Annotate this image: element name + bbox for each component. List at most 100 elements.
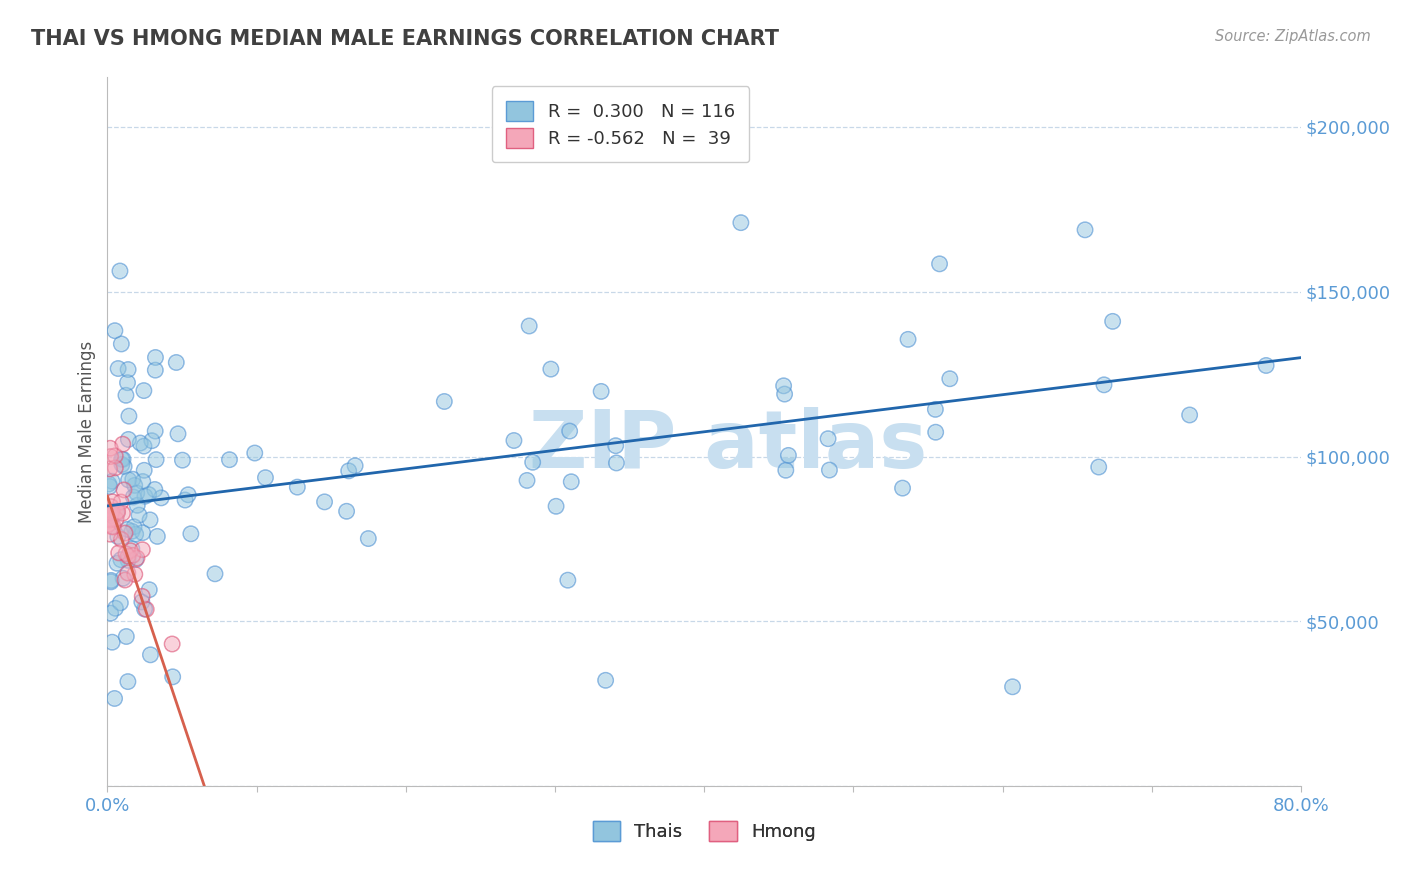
- Point: [337, 464, 360, 478]
- Point: [114, 573, 136, 587]
- Point: [143, 424, 166, 438]
- Point: [336, 504, 359, 518]
- Point: [112, 459, 135, 474]
- Point: [517, 318, 540, 333]
- Point: [107, 529, 129, 543]
- Point: [778, 449, 800, 463]
- Point: [145, 351, 167, 365]
- Point: [540, 362, 562, 376]
- Point: [107, 546, 129, 560]
- Point: [778, 449, 800, 463]
- Point: [560, 475, 582, 489]
- Point: [105, 507, 128, 521]
- Point: [939, 372, 962, 386]
- Point: [100, 450, 122, 464]
- Point: [172, 453, 194, 467]
- Point: [122, 490, 145, 504]
- Point: [110, 552, 132, 566]
- Point: [131, 542, 153, 557]
- Point: [120, 543, 142, 558]
- Point: [107, 361, 129, 376]
- Point: [107, 504, 129, 518]
- Point: [121, 524, 143, 539]
- Point: [141, 434, 163, 448]
- Point: [103, 520, 125, 534]
- Point: [110, 596, 132, 610]
- Point: [100, 450, 122, 464]
- Point: [122, 549, 145, 563]
- Point: [111, 506, 134, 520]
- Point: [591, 384, 613, 399]
- Point: [100, 574, 122, 589]
- Point: [924, 402, 946, 417]
- Point: [108, 264, 131, 278]
- Point: [98, 479, 121, 493]
- Point: [100, 508, 122, 523]
- Point: [122, 520, 145, 534]
- Text: ZIP atlas: ZIP atlas: [529, 407, 928, 485]
- Point: [114, 526, 136, 541]
- Point: [1092, 377, 1115, 392]
- Point: [117, 362, 139, 376]
- Point: [104, 460, 127, 475]
- Point: [557, 573, 579, 587]
- Point: [115, 630, 138, 644]
- Point: [98, 462, 121, 476]
- Point: [145, 351, 167, 365]
- Point: [105, 556, 128, 570]
- Point: [112, 452, 135, 467]
- Point: [117, 549, 139, 564]
- Point: [125, 486, 148, 500]
- Point: [131, 525, 153, 540]
- Point: [127, 498, 149, 512]
- Point: [100, 507, 122, 521]
- Point: [117, 549, 139, 564]
- Point: [98, 442, 121, 456]
- Point: [100, 500, 122, 514]
- Point: [897, 332, 920, 346]
- Point: [110, 452, 132, 467]
- Point: [125, 552, 148, 566]
- Point: [433, 394, 456, 409]
- Point: [143, 363, 166, 377]
- Point: [818, 463, 841, 477]
- Point: [924, 402, 946, 417]
- Point: [138, 487, 160, 501]
- Point: [112, 459, 135, 474]
- Point: [100, 520, 122, 534]
- Point: [98, 442, 121, 456]
- Point: [112, 483, 135, 497]
- Point: [595, 673, 617, 688]
- Point: [1101, 314, 1123, 328]
- Point: [167, 426, 190, 441]
- Point: [111, 458, 134, 472]
- Point: [125, 551, 148, 566]
- Point: [117, 566, 139, 580]
- Point: [100, 574, 122, 588]
- Point: [285, 480, 308, 494]
- Point: [117, 553, 139, 567]
- Point: [160, 637, 183, 651]
- Point: [105, 512, 128, 526]
- Point: [100, 508, 122, 523]
- Point: [891, 481, 914, 495]
- Point: [337, 464, 360, 478]
- Point: [1001, 680, 1024, 694]
- Point: [132, 384, 155, 398]
- Point: [110, 596, 132, 610]
- Point: [544, 500, 567, 514]
- Point: [107, 505, 129, 519]
- Point: [117, 553, 139, 567]
- Point: [134, 463, 156, 477]
- Point: [162, 670, 184, 684]
- Point: [1074, 223, 1097, 237]
- Point: [928, 257, 950, 271]
- Point: [98, 511, 121, 525]
- Point: [924, 425, 946, 440]
- Point: [167, 426, 190, 441]
- Point: [97, 477, 120, 491]
- Point: [134, 489, 156, 503]
- Point: [117, 362, 139, 376]
- Point: [1256, 359, 1278, 373]
- Point: [121, 524, 143, 539]
